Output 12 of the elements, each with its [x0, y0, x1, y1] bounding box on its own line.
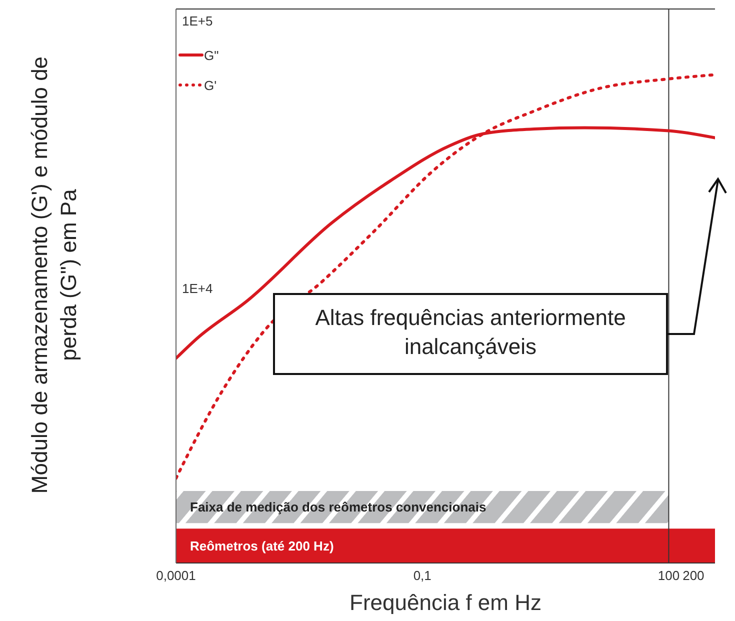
- x-tick-label: 100: [658, 568, 680, 584]
- legend-label: G': [204, 78, 217, 92]
- band-label: Faixa de medição dos reômetros convencionais: [190, 500, 486, 515]
- legend-label: G": [204, 48, 219, 62]
- x-tick-label: 0,1: [413, 568, 432, 584]
- y-tick-label: 1E+5: [182, 14, 213, 29]
- y-tick-label: 1E+4: [182, 281, 213, 296]
- band-label: Reômetros (até 200 Hz): [190, 538, 334, 554]
- x-tick-label: 0,0001: [156, 568, 196, 584]
- x-tick-label: 200: [682, 568, 704, 584]
- annotation: Altas frequências anteriormente inalcançáveis: [314, 304, 627, 361]
- y-axis-title: Módulo de armazenamento (G') e módulo de perda (G") em Pa: [26, 55, 82, 495]
